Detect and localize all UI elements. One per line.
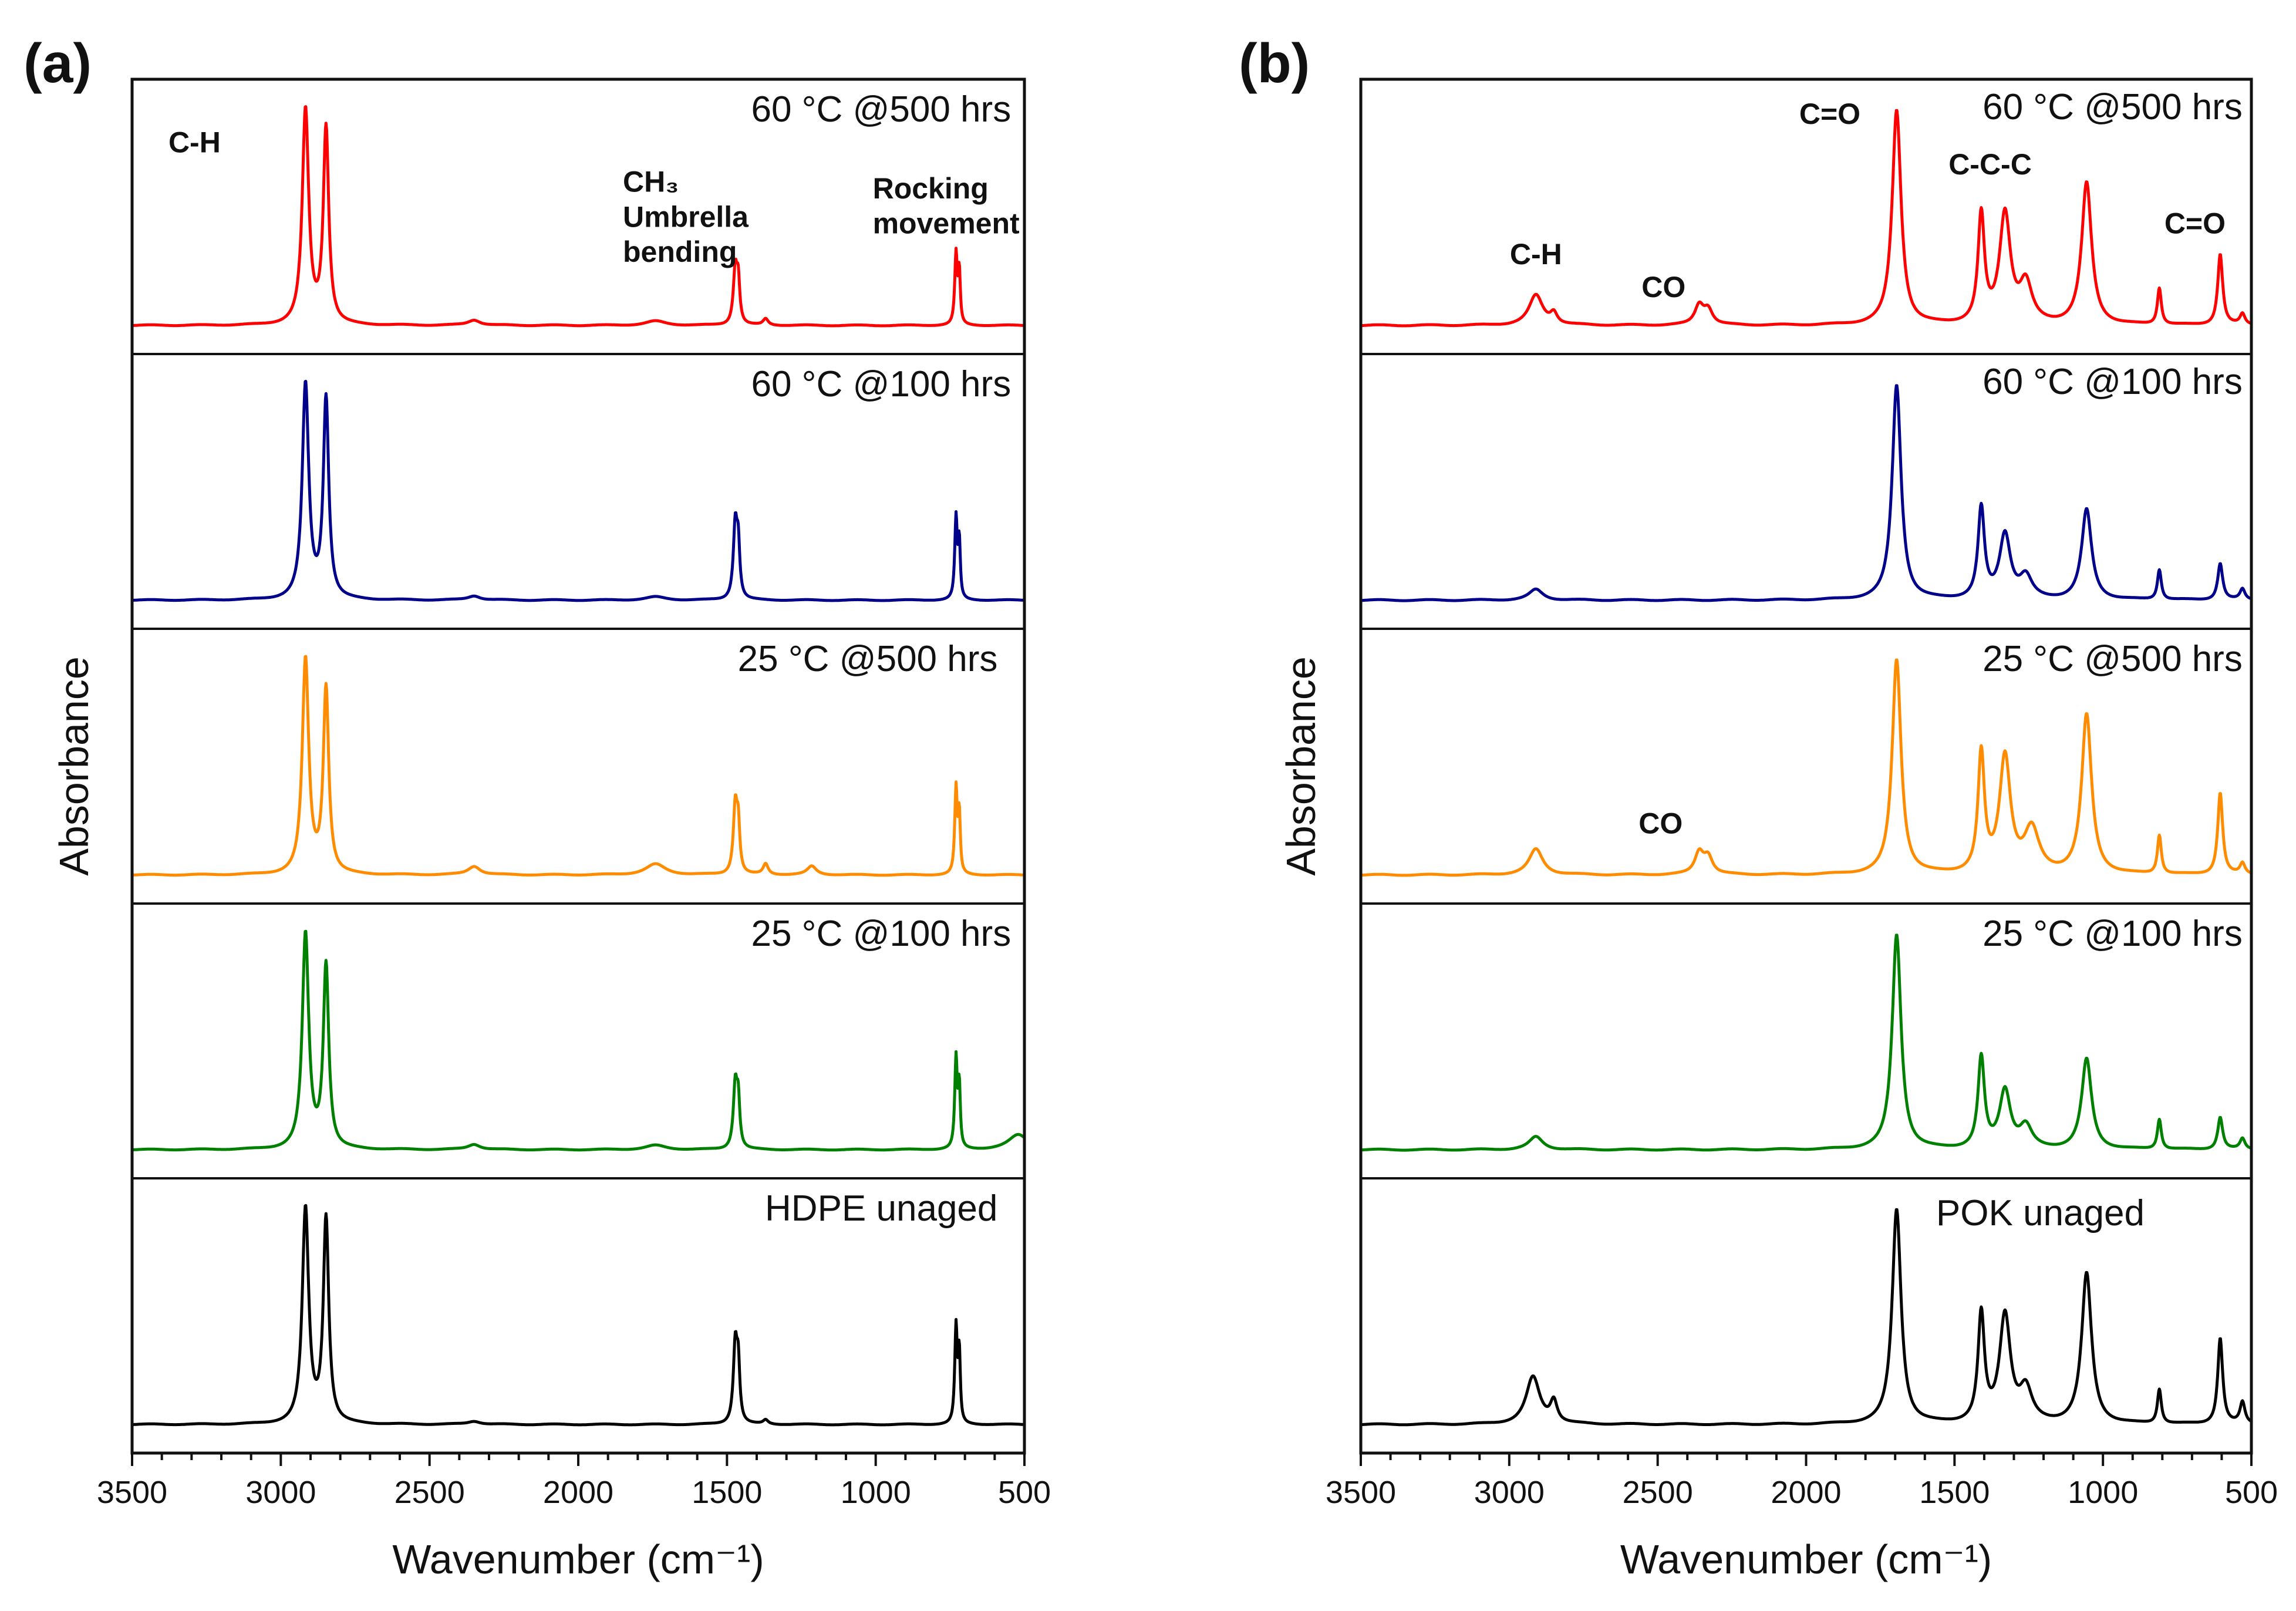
spectrum-line xyxy=(130,105,1026,328)
x-tick-label: 3500 xyxy=(97,1475,167,1510)
x-tick-label: 2000 xyxy=(1771,1475,1841,1510)
x-tick-label: 3000 xyxy=(245,1475,316,1510)
x-axis-title: Wavenumber (cm⁻¹) xyxy=(1620,1536,1992,1582)
x-tick-label: 1500 xyxy=(692,1475,762,1510)
spectrum-line xyxy=(1359,658,2253,877)
peak-annotation: CO xyxy=(1638,807,1683,840)
spectrum-line xyxy=(1359,384,2253,602)
series-label: 60 °C @100 hrs xyxy=(1983,362,2243,402)
x-tick-label: 1500 xyxy=(1919,1475,1990,1510)
peak-annotation: Umbrella xyxy=(623,200,749,233)
spectrum-line xyxy=(130,380,1026,602)
spectrum-line xyxy=(1359,109,2253,328)
series-label: POK unaged xyxy=(1936,1193,2145,1233)
series-label: 60 °C @500 hrs xyxy=(751,89,1011,130)
x-tick-label: 2000 xyxy=(543,1475,613,1510)
series-label: HDPE unaged xyxy=(765,1188,997,1229)
spectrum-line xyxy=(1359,1208,2253,1427)
x-tick-label: 1000 xyxy=(841,1475,911,1510)
x-tick-label: 500 xyxy=(998,1475,1051,1510)
series-label: 60 °C @100 hrs xyxy=(751,364,1011,405)
plot-frame xyxy=(130,77,1026,1455)
peak-annotation: bending xyxy=(623,235,737,268)
peak-annotation: C-C-C xyxy=(1948,148,2032,181)
peak-annotation: C=O xyxy=(1799,97,1860,130)
x-tick-label: 500 xyxy=(2225,1475,2278,1510)
spectrum-line xyxy=(130,929,1026,1152)
spectrum-line xyxy=(1359,933,2253,1152)
peak-annotation: CH₃ xyxy=(623,166,679,198)
peak-annotation: Rocking xyxy=(873,172,989,205)
series-label: 25 °C @500 hrs xyxy=(738,639,998,679)
x-tick-label: 2500 xyxy=(395,1475,465,1510)
panel-letter: (b) xyxy=(1239,32,1310,95)
peak-annotation: C=O xyxy=(2164,207,2226,240)
panel-b: (b) 60 °C @500 hrs C-H CO C=O C-C-C C=O 60 °C @… xyxy=(1239,32,2278,1582)
x-tick-label: 3000 xyxy=(1474,1475,1545,1510)
peak-annotation: CO xyxy=(1641,271,1685,304)
spectrum-line xyxy=(130,1204,1026,1427)
series-label: 60 °C @500 hrs xyxy=(1983,87,2243,127)
y-axis-title: Absorbance xyxy=(1278,656,1324,876)
peak-annotation: movement xyxy=(873,207,1020,240)
series-label: 25 °C @100 hrs xyxy=(1983,914,2243,954)
series-label: 25 °C @500 hrs xyxy=(1983,639,2243,679)
x-axis-title: Wavenumber (cm⁻¹) xyxy=(392,1536,764,1582)
plot-frame xyxy=(1359,77,2253,1455)
x-tick-label: 2500 xyxy=(1623,1475,1693,1510)
x-tick-label: 3500 xyxy=(1326,1475,1396,1510)
y-axis-title: Absorbance xyxy=(51,656,97,876)
series-label: 25 °C @100 hrs xyxy=(751,914,1011,954)
peak-annotation: C-H xyxy=(168,126,221,159)
spectrum-line xyxy=(130,655,1026,877)
panel-letter: (a) xyxy=(23,32,92,95)
x-tick-label: 1000 xyxy=(2068,1475,2138,1510)
peak-annotation: C-H xyxy=(1510,238,1562,271)
